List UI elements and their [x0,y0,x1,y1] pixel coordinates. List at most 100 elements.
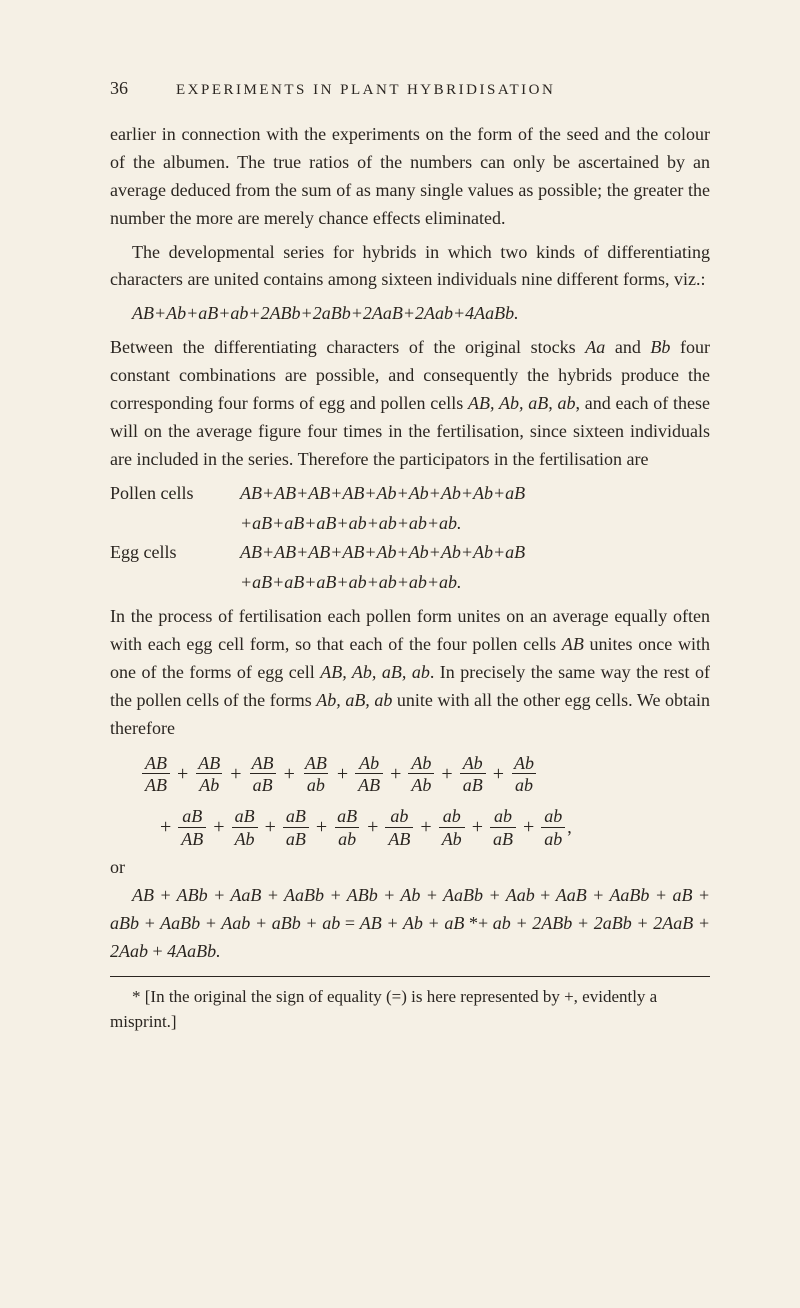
denominator: aB [490,827,516,850]
numerator: Ab [460,753,486,774]
denominator: ab [304,773,328,796]
pollen-row-1: Pollen cells AB+AB+AB+AB+Ab+Ab+Ab+Ab+aB [110,480,710,508]
result-4: 4AaBb. [167,941,221,961]
page-number: 36 [110,78,128,99]
equals: = [345,913,360,933]
result-block: AB + ABb + AaB + AaBb + ABb + Ab + AaBb … [110,882,710,966]
plus-sign: + [493,763,504,786]
var-list2: AB, Ab, aB, ab [320,662,430,682]
numerator: Ab [511,753,537,774]
fraction: aBAB [178,806,206,849]
footnote: * [In the original the sign of equality … [110,985,710,1034]
spacer [110,569,240,597]
denominator: aB [250,773,276,796]
trailing-comma: , [567,817,572,838]
fraction: abAb [439,806,465,849]
var-list3: Ab, aB, ab [316,690,392,710]
pollen-row-2: +aB+aB+aB+ab+ab+ab+ab. [110,510,710,538]
egg-content-2: +aB+aB+aB+ab+ab+ab+ab. [240,569,710,597]
fraction: aBab [334,806,360,849]
pollen-label: Pollen cells [110,480,240,508]
numerator: ab [541,806,565,827]
var-aa: Aa [585,337,605,357]
fraction: AbAB [355,753,383,796]
starplus: *+ [469,913,488,933]
plus-sign: + [160,816,171,839]
denominator: Ab [408,773,434,796]
formula-1: AB+Ab+aB+ab+2ABb+2aBb+2AaB+2Aab+4AaBb. [110,300,710,328]
plus: + [153,941,168,961]
plus-sign: + [337,763,348,786]
egg-row-2: +aB+aB+aB+ab+ab+ab+ab. [110,569,710,597]
plus-sign: + [523,816,534,839]
fraction: AbaB [460,753,486,796]
text: Between the differentiating characters o… [110,337,585,357]
egg-content-1: AB+AB+AB+AB+Ab+Ab+Ab+Ab+aB [240,539,710,567]
plus: + [540,885,556,905]
denominator: aB [460,773,486,796]
denominator: aB [283,827,309,850]
denominator: ab [541,827,565,850]
denominator: AB [142,773,170,796]
plus-sign: + [390,763,401,786]
pollen-content-1: AB+AB+AB+AB+Ab+Ab+Ab+Ab+aB [240,480,710,508]
denominator: AB [178,827,206,850]
numerator: AB [249,753,277,774]
egg-row-1: Egg cells AB+AB+AB+AB+Ab+Ab+Ab+Ab+aB [110,539,710,567]
var-list: AB, Ab, aB, ab [468,393,575,413]
denominator: AB [385,827,413,850]
plus-sign: + [367,816,378,839]
plus-sign: + [265,816,276,839]
numerator: aB [334,806,360,827]
numerator: Ab [408,753,434,774]
numerator: AB [142,753,170,774]
fraction: abaB [490,806,516,849]
text: and [605,337,650,357]
denominator: ab [512,773,536,796]
numerator: ab [387,806,411,827]
numerator: ab [440,806,464,827]
fraction: ABAB [142,753,170,796]
var-ab: AB [562,634,584,654]
numerator: ab [491,806,515,827]
numerator: AB [195,753,223,774]
denominator: Ab [196,773,222,796]
result-3b: AB + Ab + aB [360,913,469,933]
plus-sign: + [177,763,188,786]
fraction: abAB [385,806,413,849]
spacer [110,510,240,538]
plus-sign: + [230,763,241,786]
numerator: Ab [356,753,382,774]
plus-sign: + [284,763,295,786]
fraction-row-2: +aBAB+aBAb+aBaB+aBab+abAB+abAb+abaB+abab… [160,806,710,849]
fraction: abab [541,806,565,849]
chapter-title: EXPERIMENTS IN PLANT HYBRIDISATION [176,82,555,99]
plus-sign: + [213,816,224,839]
numerator: AB [302,753,330,774]
fraction: ABAb [195,753,223,796]
denominator: ab [335,827,359,850]
fraction-row-1: ABAB+ABAb+ABaB+ABab+AbAB+AbAb+AbaB+Abab [142,753,710,796]
numerator: aB [179,806,205,827]
plus-sign: + [316,816,327,839]
fraction: ABab [302,753,330,796]
or-text: or [110,857,710,878]
fraction: ABaB [249,753,277,796]
footnote-rule [110,976,710,977]
paragraph-3: Between the differentiating characters o… [110,334,710,473]
plus-sign: + [441,763,452,786]
paragraph-4: In the process of fertilisation each pol… [110,603,710,742]
numerator: aB [232,806,258,827]
denominator: Ab [439,827,465,850]
var-bb: Bb [650,337,670,357]
egg-label: Egg cells [110,539,240,567]
pollen-content-2: +aB+aB+aB+ab+ab+ab+ab. [240,510,710,538]
denominator: Ab [232,827,258,850]
paragraph-1: earlier in connection with the experimen… [110,121,710,233]
denominator: AB [355,773,383,796]
plus-sign: + [472,816,483,839]
numerator: aB [283,806,309,827]
fraction: Abab [511,753,537,796]
plus-sign: + [420,816,431,839]
paragraph-2: The developmental series for hybrids in … [110,239,710,295]
